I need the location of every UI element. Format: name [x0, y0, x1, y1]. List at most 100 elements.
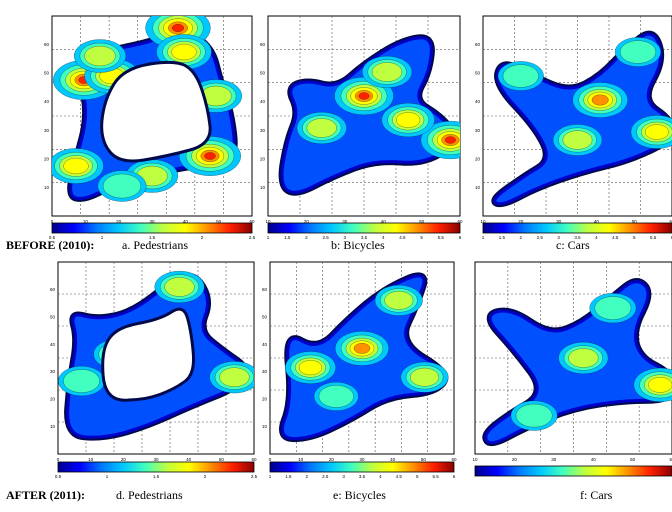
hotspot-f-3	[594, 296, 632, 320]
colorbar-e	[269, 461, 455, 473]
x-tick-label: 40	[591, 457, 597, 462]
x-tick-label: 60	[669, 219, 672, 224]
panel-b: 10 20 30 40 50 60 10 20 30 40 50 60 1 1.5 2 2.5 3 3.5 4 4.5…	[260, 15, 463, 240]
caption-panel-a: a. Pedestrians	[122, 238, 188, 252]
colorbar-tick-label: 6	[453, 474, 456, 479]
hotspot-f-1	[568, 348, 599, 368]
x-tick-label: 0	[57, 457, 60, 462]
panel-c: 10 20 30 40 50 60 10 20 30 40 50 60 1 1.5 2 2.5 3 3.5 4 4.5…	[475, 15, 672, 240]
x-tick-label: 10	[265, 219, 271, 224]
panel-e: 0102030405060102030405060y11.522.533.544…	[262, 261, 457, 479]
x-tick-label: 20	[116, 219, 122, 224]
y-tick-label: 10	[50, 424, 56, 429]
colorbar-tick-label: 5.5	[432, 474, 439, 479]
hotspot-c-3	[502, 64, 539, 88]
y-tick-label: 50	[44, 71, 50, 76]
x-tick-label: 20	[518, 219, 524, 224]
colorbar-tick-label: 2	[204, 474, 207, 479]
density-region-c	[491, 30, 672, 208]
x-tick-label: 50	[632, 219, 638, 224]
density-region-d	[58, 270, 254, 441]
x-tick-label: 60	[249, 219, 255, 224]
hotspot-a-4	[63, 157, 89, 175]
x-tick-label: 10	[472, 457, 478, 462]
density-region-f	[482, 278, 672, 447]
hotspot-f-0	[648, 377, 672, 393]
hotspot-e-0	[353, 343, 371, 354]
y-tick-label: 40	[262, 342, 268, 347]
caption-panel-f: f: Cars	[580, 488, 613, 502]
colorbar-tick-label: 4.5	[396, 474, 403, 479]
colorbar-tick-label: 1	[267, 235, 270, 240]
y-tick-label: 40	[475, 99, 481, 104]
colorbar-tick-label: 5	[633, 235, 636, 240]
x-tick-label: 60	[251, 457, 257, 462]
y-tick-label: 10	[44, 185, 50, 190]
x-tick-label: 30	[342, 219, 348, 224]
colorbar-tick-label: 5	[416, 474, 419, 479]
hotspot-c-2	[562, 130, 593, 150]
y-tick-label: 50	[50, 314, 56, 319]
colorbar-tick-label: 1.5	[499, 235, 506, 240]
y-tick-label: 50	[260, 71, 266, 76]
hotspot-b-0	[358, 92, 370, 100]
hotspot-b-4	[371, 62, 403, 82]
density-hole	[101, 307, 196, 402]
hotspot-e-3	[410, 367, 440, 387]
x-tick-label: 50	[219, 457, 225, 462]
y-tick-label: 10	[262, 424, 268, 429]
x-tick-label: 10	[480, 219, 486, 224]
panel-f: 10 20 30 40 50 60	[472, 261, 672, 477]
x-tick-label: 50	[419, 219, 425, 224]
x-tick-label: 30	[149, 219, 155, 224]
y-tick-label: 40	[44, 99, 50, 104]
y-tick-label: 20	[50, 397, 56, 402]
y-tick-label: 30	[262, 369, 268, 374]
x-tick-label: 40	[186, 457, 192, 462]
y-tick-label: 30	[475, 128, 481, 133]
x-tick-label: 20	[329, 457, 335, 462]
x-tick-label: 40	[183, 219, 189, 224]
colorbar-b	[267, 222, 461, 234]
hotspot-e-2	[384, 291, 414, 310]
colorbar-c	[482, 222, 672, 234]
colorbar-tick-label: 6	[459, 235, 462, 240]
y-tick-label: 50	[262, 314, 268, 319]
colorbar-tick-label: 3	[342, 474, 345, 479]
y-tick-label: 10	[475, 185, 481, 190]
colorbar-tick-label: 2	[201, 235, 204, 240]
colorbar-tick-label: 3.5	[359, 474, 366, 479]
hotspot-e-1	[298, 360, 323, 376]
colorbar-tick-label: 4	[379, 474, 382, 479]
hotspot-a-9	[84, 45, 116, 67]
colorbar-tick-label: 3.5	[361, 235, 368, 240]
hotspot-e-4	[318, 385, 354, 408]
hotspot-a-0	[171, 24, 185, 32]
panel-a: 0 10 20 30 40 50 60 10 20 30 40 50 60 0.5 1 1.5 2 2.5	[44, 15, 256, 240]
density-hole	[100, 60, 212, 163]
colorbar-tick-label: 4	[382, 235, 385, 240]
x-tick-label: 30	[551, 457, 557, 462]
x-tick-label: 10	[298, 457, 304, 462]
hotspot-c-1	[644, 124, 669, 140]
colorbar-tick-label: 3	[344, 235, 347, 240]
y-tick-label: 30	[260, 128, 266, 133]
x-tick-label: 40	[594, 219, 600, 224]
x-tick-label: 60	[669, 457, 672, 462]
colorbar-tick-label: 2.5	[537, 235, 544, 240]
caption-panel-c: c: Cars	[556, 238, 590, 252]
x-tick-label: 30	[153, 457, 159, 462]
colorbar-tick-label: 1.5	[285, 474, 292, 479]
hotspot-a-8	[171, 43, 197, 61]
y-tick-label: 20	[260, 156, 266, 161]
hotspot-f-2	[515, 403, 553, 428]
y-tick-label: 30	[44, 128, 50, 133]
x-tick-label: 20	[121, 457, 127, 462]
x-tick-label: 0	[51, 219, 54, 224]
colorbar-tick-label: 3.5	[574, 235, 581, 240]
colorbar-tick-label: 2	[306, 474, 309, 479]
hotspot-b-2	[396, 112, 421, 128]
row-label-before: BEFORE (2010):	[6, 238, 95, 252]
colorbar-tick-label: 5	[420, 235, 423, 240]
colorbar-tick-label: 2.5	[322, 474, 329, 479]
